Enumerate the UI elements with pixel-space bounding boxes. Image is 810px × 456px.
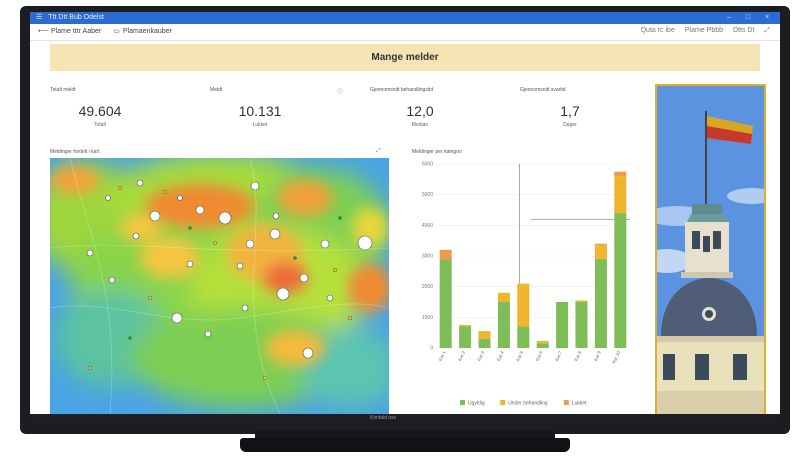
y-tick-label: 4000	[422, 223, 433, 229]
toolbar-right-item-3[interactable]: Dtts Dt	[733, 27, 755, 34]
fullscreen-icon[interactable]: ⤢	[764, 27, 770, 34]
y-tick-label: 2000	[422, 284, 433, 290]
toolbar-item-2-label: Plamaenkauber	[122, 27, 172, 35]
heatmap-map[interactable]	[50, 158, 389, 414]
x-tick-label: Kat 3	[476, 350, 485, 362]
legend-swatch	[563, 400, 569, 405]
bar-segment	[497, 302, 510, 348]
y-tick-label: 0	[430, 346, 433, 352]
legend-swatch	[500, 400, 506, 405]
bar-segment	[575, 302, 588, 348]
toolbar-right-item-1[interactable]: Quta rc ibe	[640, 27, 675, 34]
kpi-label: Gjennomsnitt behandlingstid	[370, 87, 434, 93]
castle-photo	[655, 84, 766, 418]
bar-segment	[439, 249, 452, 260]
y-tick-label: 1000	[422, 315, 433, 321]
bar-segment	[556, 302, 569, 348]
legend-label: Under behandling	[508, 401, 548, 407]
title-bar: ☰ Ttt Dtt Bub Odelst – □ ×	[30, 12, 780, 24]
bar-segment	[536, 340, 549, 344]
kpi-value: 49.604	[78, 103, 122, 119]
kpi-value: 10.131	[238, 103, 282, 119]
bar-segment	[594, 243, 607, 246]
y-tick-label: 6000	[422, 162, 433, 168]
maximize-icon[interactable]: □	[745, 14, 751, 21]
bar-segment	[536, 343, 549, 348]
x-tick-label: Kat 6	[535, 350, 544, 362]
kpi-card: Gjennomsnitt svartid 1,7 Dager	[520, 87, 670, 137]
monitor-stand-neck	[255, 430, 555, 440]
taskbar-text: Kontakt oss	[370, 415, 397, 421]
x-tick-label: Kat 2	[457, 350, 466, 362]
bar-segment	[459, 325, 472, 327]
x-tick-label: Kat 8	[573, 350, 582, 362]
x-tick-label: Kat 5	[515, 350, 524, 362]
map-title: Meldinger fordelt i kart	[50, 149, 100, 155]
heatmap-svg	[50, 158, 389, 414]
bar-segment	[575, 300, 588, 302]
kpi-card: Totalt meldt 49.604 Totalt	[50, 87, 200, 137]
bar-segment	[614, 176, 627, 214]
bar-segment	[497, 292, 510, 302]
bar-segment	[459, 326, 472, 348]
kpi-card: Meldt 10.131 Lukket ⓘ	[210, 87, 360, 137]
back-icon: ⟵	[38, 28, 49, 35]
bar-segment	[614, 171, 627, 177]
y-tick-label: 5000	[422, 192, 433, 198]
close-icon[interactable]: ×	[764, 14, 770, 21]
screen: ☰ Ttt Dtt Bub Odelst – □ × ⟵ Plame tttr …	[30, 12, 780, 422]
kpi-card: Gjennomsnitt behandlingstid 12,0 Median	[370, 87, 520, 137]
kpi-label: Totalt meldt	[50, 87, 76, 93]
legend-label: Ugyldig	[468, 401, 485, 407]
kpi-sub: Lukket	[252, 122, 268, 128]
bar-chart: 0 1000 2000 3000 4000 5000 6000 Kat 1 Kat 2 Kat 3…	[422, 162, 630, 407]
page-icon: ▭	[113, 28, 120, 35]
info-icon[interactable]: ⓘ	[337, 90, 344, 96]
kpi-sub: Median	[411, 122, 429, 128]
legend-label: Lukket	[572, 401, 587, 407]
bar-segment	[517, 283, 530, 327]
minimize-icon[interactable]: –	[727, 14, 731, 21]
taskbar: Kontakt oss	[30, 414, 780, 422]
kpi-sub: Totalt	[94, 122, 106, 128]
kpi-label: Meldt	[210, 87, 223, 93]
kpi-sub: Dager	[563, 122, 577, 128]
bar-segment	[594, 245, 607, 260]
chart-title: Meldinger per kategori	[412, 149, 462, 155]
toolbar-item-1-label: Plame tttr Aaber	[51, 27, 102, 35]
expand-icon[interactable]: ⤢	[376, 148, 381, 154]
x-tick-label: Kat 1	[438, 350, 447, 362]
kpi-value: 12,0	[406, 103, 434, 119]
legend-swatch	[460, 400, 465, 405]
y-tick-label: 3000	[422, 254, 433, 260]
x-tick-label: Kat 10	[611, 350, 621, 364]
bar-segment	[439, 259, 452, 348]
kpi-label: Gjennomsnitt svartid	[520, 87, 566, 93]
bar-segment	[478, 331, 491, 339]
bar-segment	[594, 259, 607, 348]
window-title: Ttt Dtt Bub Odelst	[48, 14, 104, 21]
monitor-stand-base	[240, 438, 570, 452]
bar-segment	[517, 326, 530, 348]
bar-segment	[478, 338, 491, 348]
x-tick-label: Kat 9	[593, 350, 602, 362]
x-tick-label: Kat 7	[554, 350, 563, 362]
kpi-value: 1,7	[560, 103, 580, 119]
menu-icon[interactable]: ☰	[36, 14, 43, 21]
bar-segment	[614, 213, 627, 348]
toolbar-item-2[interactable]: ▭ Plamaenkauber	[113, 27, 172, 36]
toolbar: ⟵ Plame tttr Aaber ▭ Plamaenkauber Quta …	[30, 24, 780, 41]
toolbar-right-item-2[interactable]: Plame Pbbb	[684, 27, 723, 34]
x-tick-label: Kat 4	[496, 350, 505, 362]
page-banner: Mange melder	[50, 44, 760, 71]
toolbar-item-1[interactable]: ⟵ Plame tttr Aaber	[38, 27, 102, 36]
